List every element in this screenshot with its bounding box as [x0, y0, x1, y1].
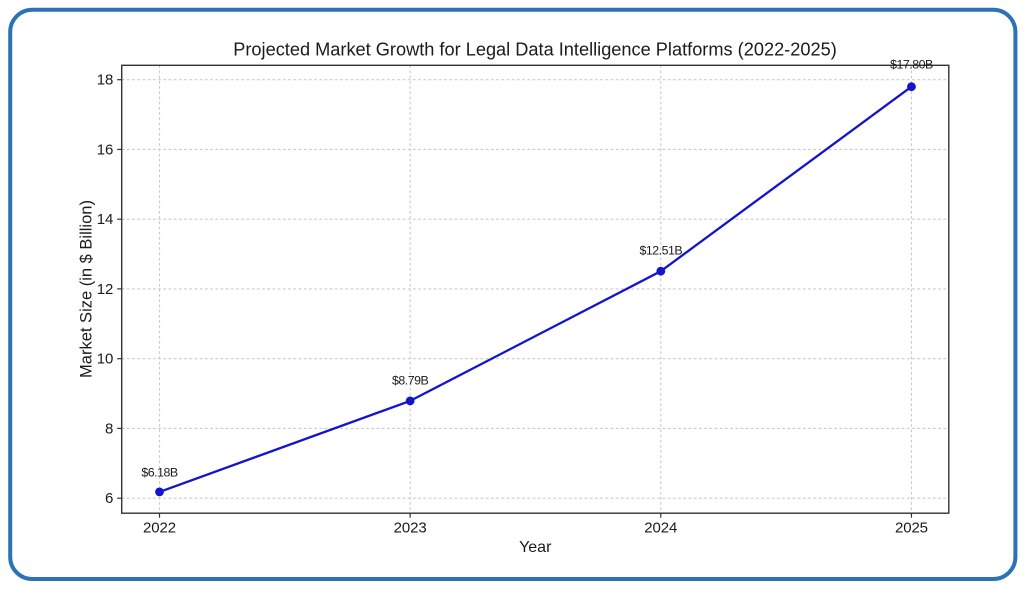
svg-text:6: 6: [105, 490, 113, 507]
svg-text:Year: Year: [519, 539, 552, 556]
svg-text:2024: 2024: [644, 519, 677, 536]
svg-text:Projected Market Growth for Le: Projected Market Growth for Legal Data I…: [233, 40, 837, 60]
svg-text:Market Size (in $ Billion): Market Size (in $ Billion): [78, 200, 96, 378]
svg-text:2023: 2023: [394, 519, 427, 536]
svg-text:10: 10: [97, 351, 114, 368]
svg-text:$8.79B: $8.79B: [392, 373, 429, 387]
svg-text:$17.80B: $17.80B: [890, 57, 933, 71]
svg-text:18: 18: [97, 72, 114, 89]
svg-text:14: 14: [97, 211, 114, 228]
svg-text:16: 16: [97, 141, 114, 158]
svg-text:2025: 2025: [895, 519, 928, 536]
svg-text:12: 12: [97, 281, 114, 298]
svg-text:2022: 2022: [143, 519, 176, 536]
svg-text:$6.18B: $6.18B: [141, 465, 178, 479]
svg-text:8: 8: [105, 420, 113, 437]
svg-text:$12.51B: $12.51B: [639, 243, 682, 257]
